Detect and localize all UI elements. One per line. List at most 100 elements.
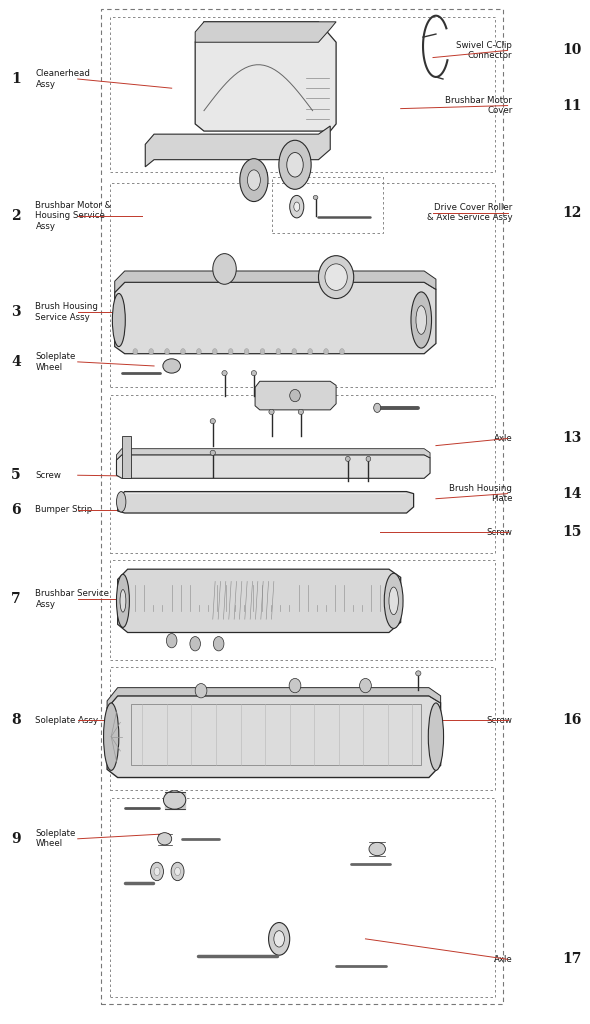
Text: Axle: Axle (493, 434, 512, 443)
Ellipse shape (163, 358, 181, 373)
Text: Soleplate Assy: Soleplate Assy (35, 716, 99, 725)
Polygon shape (195, 22, 336, 131)
Polygon shape (255, 381, 336, 410)
Text: Drive Cover Roller
& Axle Service Assy: Drive Cover Roller & Axle Service Assy (427, 203, 512, 222)
Ellipse shape (279, 140, 311, 189)
Ellipse shape (298, 410, 303, 415)
Text: Brush Housing
Service Assy: Brush Housing Service Assy (35, 302, 99, 322)
Ellipse shape (346, 457, 350, 462)
Ellipse shape (165, 348, 169, 354)
Ellipse shape (166, 634, 177, 648)
Ellipse shape (366, 457, 371, 462)
Text: Brushbar Motor &
Housing Service
Assy: Brushbar Motor & Housing Service Assy (35, 201, 112, 230)
Polygon shape (195, 22, 336, 42)
Ellipse shape (104, 702, 119, 770)
Ellipse shape (240, 159, 268, 202)
Ellipse shape (154, 867, 160, 876)
Ellipse shape (384, 573, 403, 629)
Text: 11: 11 (562, 98, 582, 113)
Text: 12: 12 (562, 206, 582, 220)
Polygon shape (107, 696, 441, 777)
Ellipse shape (268, 923, 290, 955)
Ellipse shape (116, 492, 126, 512)
Ellipse shape (373, 403, 381, 413)
Text: 1: 1 (11, 72, 21, 86)
Ellipse shape (369, 843, 385, 856)
Ellipse shape (308, 348, 313, 354)
Ellipse shape (116, 574, 129, 628)
Text: 3: 3 (11, 305, 21, 318)
Ellipse shape (247, 170, 260, 190)
Ellipse shape (289, 679, 301, 693)
Text: Brush Housing
Plate: Brush Housing Plate (450, 484, 512, 504)
Ellipse shape (228, 348, 233, 354)
Ellipse shape (190, 637, 201, 651)
Polygon shape (117, 569, 401, 633)
Ellipse shape (171, 862, 184, 881)
Polygon shape (114, 283, 436, 353)
Text: Soleplate
Wheel: Soleplate Wheel (35, 352, 76, 372)
Ellipse shape (428, 702, 444, 770)
Ellipse shape (324, 348, 329, 354)
Bar (110, 394, 494, 553)
Ellipse shape (313, 196, 318, 200)
Ellipse shape (163, 791, 186, 809)
Ellipse shape (251, 371, 257, 376)
Text: Screw: Screw (486, 716, 512, 725)
Text: 6: 6 (11, 503, 21, 517)
Bar (110, 183, 494, 387)
Ellipse shape (260, 348, 265, 354)
Bar (110, 16, 494, 172)
Text: Brushbar Motor
Cover: Brushbar Motor Cover (445, 96, 512, 116)
Ellipse shape (287, 153, 303, 177)
Text: 7: 7 (11, 592, 21, 606)
Ellipse shape (290, 389, 300, 401)
Bar (271, 177, 383, 233)
Ellipse shape (158, 833, 172, 845)
Ellipse shape (325, 264, 348, 291)
Ellipse shape (212, 348, 217, 354)
Bar (110, 560, 494, 660)
Ellipse shape (269, 410, 274, 415)
Text: 17: 17 (562, 952, 582, 967)
Polygon shape (107, 688, 441, 708)
Ellipse shape (319, 256, 354, 299)
Polygon shape (122, 436, 130, 478)
Ellipse shape (175, 867, 181, 876)
Text: Screw: Screw (486, 528, 512, 537)
Text: Cleanerhead
Assy: Cleanerhead Assy (35, 70, 90, 89)
Text: Soleplate
Wheel: Soleplate Wheel (35, 829, 76, 849)
Ellipse shape (359, 679, 371, 693)
Text: Swivel C-Clip
Connector: Swivel C-Clip Connector (457, 41, 512, 60)
Polygon shape (114, 271, 436, 293)
Text: 2: 2 (11, 209, 21, 223)
Polygon shape (116, 455, 430, 478)
Polygon shape (116, 449, 430, 460)
Text: 10: 10 (562, 43, 582, 57)
Ellipse shape (274, 931, 284, 947)
Ellipse shape (411, 292, 431, 348)
Polygon shape (145, 126, 330, 167)
Ellipse shape (389, 587, 398, 614)
Text: 13: 13 (562, 431, 582, 445)
Text: Screw: Screw (35, 471, 61, 479)
Ellipse shape (244, 348, 249, 354)
Ellipse shape (181, 348, 185, 354)
Text: Brushbar Service
Assy: Brushbar Service Assy (35, 589, 110, 608)
Bar (110, 668, 494, 790)
Ellipse shape (133, 348, 137, 354)
Text: 14: 14 (562, 486, 582, 501)
Text: 15: 15 (562, 525, 582, 540)
Ellipse shape (195, 684, 207, 698)
Text: Axle: Axle (493, 954, 512, 964)
Bar (110, 798, 494, 997)
Ellipse shape (340, 348, 345, 354)
Ellipse shape (149, 348, 153, 354)
Text: 16: 16 (562, 714, 582, 727)
Ellipse shape (120, 590, 126, 612)
Ellipse shape (210, 419, 215, 424)
Ellipse shape (290, 196, 304, 218)
Ellipse shape (196, 348, 201, 354)
Polygon shape (117, 492, 414, 513)
Ellipse shape (210, 451, 215, 456)
